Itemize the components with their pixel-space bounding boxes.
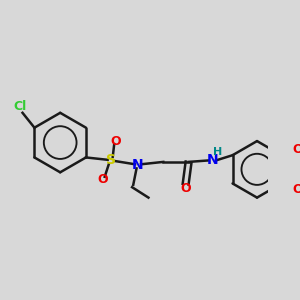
Text: S: S	[106, 153, 116, 167]
Text: O: O	[292, 143, 300, 156]
Text: N: N	[207, 153, 218, 167]
Text: Cl: Cl	[13, 100, 26, 113]
Text: O: O	[110, 135, 121, 148]
Text: H: H	[213, 147, 222, 157]
Text: O: O	[292, 183, 300, 196]
Text: N: N	[132, 158, 144, 172]
Text: O: O	[180, 182, 191, 195]
Text: O: O	[97, 173, 108, 186]
